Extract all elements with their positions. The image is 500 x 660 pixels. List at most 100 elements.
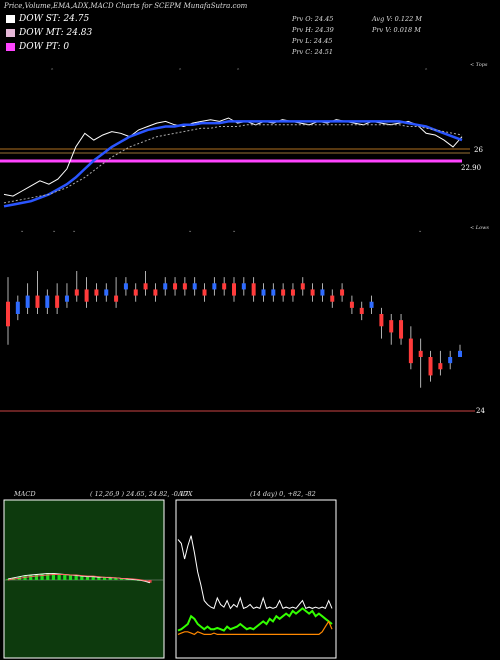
prv-volume: Prv V: 0.018 M — [372, 26, 421, 34]
candle-body-12 — [123, 283, 128, 290]
macd-bar-3 — [23, 575, 27, 580]
dow-st-swatch — [6, 15, 15, 23]
macd-bar-18 — [108, 577, 112, 580]
dow-mt-swatch — [6, 29, 15, 37]
ema-series-1 — [3, 120, 463, 208]
ema-corner-label: < Tops — [470, 62, 488, 68]
dow-mt-label: DOW MT: 24.83 — [19, 28, 93, 38]
candle-body-8 — [84, 289, 89, 302]
adx-label: ADX — [178, 490, 193, 498]
ema-series-0 — [3, 117, 463, 197]
candle-body-24 — [241, 283, 246, 290]
candle-body-7 — [74, 289, 79, 296]
low-marker-1: ⌄ — [52, 228, 56, 234]
top-marker-1: ⌃ — [178, 68, 182, 74]
prv-close: Prv C: 24.51 — [292, 48, 334, 56]
candle-body-27 — [271, 289, 276, 296]
dow-pt-label: DOW PT: 0 — [19, 42, 70, 52]
candle-body-25 — [251, 283, 256, 296]
candle-body-19 — [192, 283, 197, 290]
candle-body-31 — [310, 289, 315, 296]
macd-frame — [3, 499, 165, 659]
price-label-26: 26 — [474, 146, 483, 154]
macd-bar-19 — [114, 577, 118, 580]
macd-bar-15 — [91, 576, 95, 580]
candle-body-10 — [104, 289, 109, 296]
candle-body-13 — [133, 289, 138, 296]
low-marker-2: ⌄ — [72, 228, 76, 234]
candle-body-26 — [261, 289, 266, 296]
price-label-2290: 22.90 — [461, 164, 482, 172]
macd-bar-7 — [46, 573, 50, 580]
candle-panel: ⌄ ⌄ ⌄ ⌄ ⌄ ⌄ — [0, 228, 475, 412]
candle-body-17 — [173, 283, 178, 290]
dow-st-legend: DOW ST: 24.75 — [6, 14, 89, 24]
candle-body-40 — [399, 320, 404, 339]
candle-body-0 — [6, 301, 10, 327]
candle-body-23 — [232, 283, 236, 296]
macd-signal-line — [7, 574, 151, 583]
macd-label: MACD — [14, 490, 36, 498]
candle-body-9 — [94, 289, 99, 296]
candle-corner-label: < Lows — [470, 225, 489, 231]
macd-bar-12 — [74, 575, 78, 580]
macd-bar-14 — [85, 576, 90, 580]
candle-body-14 — [143, 283, 148, 290]
candle-body-32 — [320, 289, 325, 296]
candle-body-45 — [448, 357, 453, 364]
macd-bar-6 — [40, 573, 44, 580]
dow-mt-legend: DOW MT: 24.83 — [6, 28, 92, 38]
macd-bar-11 — [68, 575, 73, 580]
low-marker-0: ⌄ — [20, 228, 24, 234]
top-marker-0: ⌃ — [50, 68, 54, 74]
macd-bar-21 — [125, 578, 129, 580]
dow-pt-legend: DOW PT: 0 — [6, 42, 69, 52]
candle-body-33 — [330, 295, 335, 302]
macd-bar-10 — [63, 574, 67, 580]
macd-bar-17 — [102, 577, 107, 580]
macd-bar-5 — [34, 574, 38, 580]
ema-panel: ⌃ ⌃ ⌃ ⌃ — [0, 68, 470, 208]
candle-body-20 — [202, 289, 207, 296]
candle-body-21 — [212, 283, 217, 290]
adx-panel — [175, 499, 337, 659]
candle-body-44 — [438, 363, 443, 370]
candle-body-3 — [35, 295, 40, 308]
adx-series-2 — [177, 620, 333, 636]
adx-frame — [175, 499, 337, 659]
candle-body-16 — [163, 283, 168, 290]
adx-series-1 — [177, 607, 333, 632]
chart-title: Price,Volume,EMA,ADX,MACD Charts for SCE… — [4, 2, 248, 10]
candle-body-28 — [281, 289, 286, 296]
prv-open: Prv O: 24.45 — [292, 15, 334, 23]
candle-body-43 — [428, 357, 433, 376]
macd-bar-9 — [57, 573, 61, 580]
candle-body-42 — [418, 350, 423, 357]
candle-body-30 — [300, 283, 305, 290]
candle-body-1 — [15, 301, 20, 314]
candle-body-2 — [25, 295, 30, 308]
top-marker-3: ⌃ — [424, 68, 428, 74]
macd-bar-0 — [6, 578, 10, 580]
prv-high: Prv H: 24.39 — [292, 26, 334, 34]
candle-label-24: 24 — [476, 407, 485, 415]
candle-body-37 — [369, 301, 374, 308]
candle-body-22 — [222, 283, 227, 290]
macd-bar-8 — [51, 573, 56, 580]
candle-body-5 — [55, 295, 60, 308]
candle-body-35 — [349, 301, 354, 308]
candle-body-29 — [290, 289, 295, 296]
adx-series-0 — [177, 535, 333, 610]
candle-body-15 — [153, 289, 158, 296]
avg-volume: Avg V: 0.122 M — [372, 15, 422, 23]
candle-body-11 — [114, 295, 119, 302]
candle-body-41 — [408, 338, 413, 364]
top-marker-2: ⌃ — [236, 68, 240, 74]
candle-body-38 — [379, 314, 384, 327]
candle-body-4 — [45, 295, 50, 308]
low-marker-3: ⌄ — [188, 228, 192, 234]
candle-body-6 — [64, 295, 69, 302]
macd-bar-4 — [29, 575, 33, 580]
macd-bar-13 — [80, 576, 84, 580]
